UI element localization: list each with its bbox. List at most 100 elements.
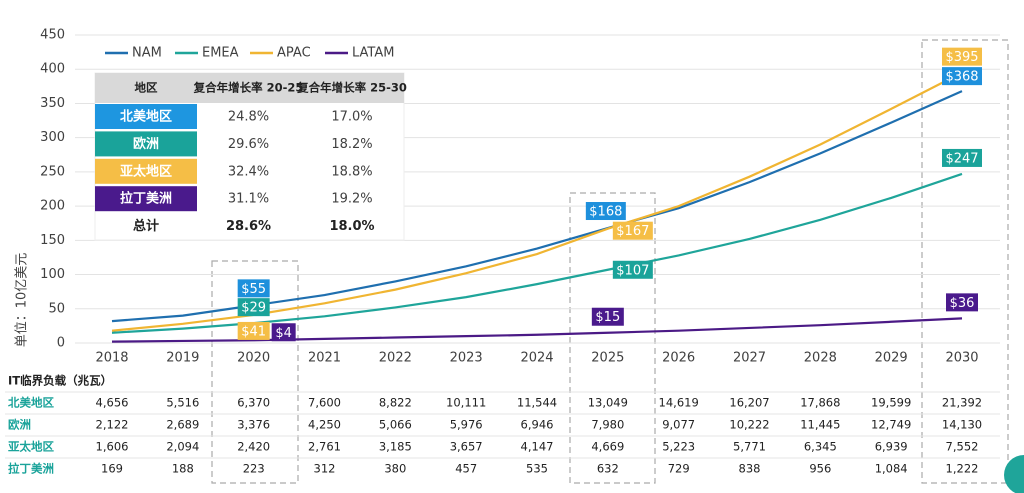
highlight-box [211, 260, 299, 484]
y-tick-label: 450 [40, 28, 65, 43]
load-cell: 9,077 [662, 418, 695, 432]
load-cell: 6,939 [875, 440, 908, 454]
load-cell: 6,946 [521, 418, 554, 432]
load-cell: 6,345 [804, 440, 837, 454]
data-label-box [946, 293, 978, 312]
load-cell: 6,370 [237, 396, 270, 410]
load-cell: 457 [455, 462, 477, 476]
load-cell: 14,130 [942, 418, 982, 432]
y-tick-label: 150 [40, 233, 65, 248]
load-table-title: IT临界负载（兆瓦） [8, 374, 112, 388]
load-row-name: 拉丁美洲 [8, 462, 54, 476]
load-cell: 12,749 [871, 418, 911, 432]
data-label-box [271, 323, 296, 342]
data-label-box [237, 279, 270, 298]
x-tick-label: 2025 [591, 351, 624, 366]
load-cell: 2,761 [308, 440, 341, 454]
load-cell: 1,606 [96, 440, 129, 454]
y-tick-label: 350 [40, 96, 65, 111]
load-cell: 3,376 [237, 418, 270, 432]
data-label-box [612, 260, 653, 279]
y-tick-label: 400 [40, 62, 65, 77]
region-cell [95, 104, 197, 129]
table-header: 地区 [135, 81, 158, 95]
table-cell: 18.8% [331, 164, 372, 179]
y-tick-label: 250 [40, 164, 65, 179]
y-tick-label: 200 [40, 199, 65, 214]
table-cell: 32.4% [228, 164, 269, 179]
load-cell: 3,185 [379, 440, 412, 454]
data-label-box [237, 298, 270, 317]
load-cell: 2,689 [166, 418, 199, 432]
load-cell: 5,223 [662, 440, 695, 454]
load-cell: 11,544 [517, 396, 557, 410]
y-tick-label: 0 [57, 336, 65, 351]
load-cell: 2,094 [166, 440, 199, 454]
data-label: $167 [616, 224, 649, 239]
load-cell: 13,049 [588, 396, 628, 410]
table-cell: 31.1% [228, 192, 269, 207]
highlight-box [569, 192, 656, 484]
load-cell: 3,657 [450, 440, 483, 454]
load-cell: 16,207 [729, 396, 769, 410]
legend-label: LATAM [352, 46, 394, 61]
load-cell: 7,600 [308, 396, 341, 410]
y-axis-label: 单位：10亿美元 [15, 253, 30, 348]
data-label: $36 [950, 296, 975, 311]
data-label: $4 [275, 326, 292, 341]
data-label: $55 [241, 282, 266, 297]
y-tick-label: 100 [40, 267, 65, 282]
load-cell: 11,445 [800, 418, 840, 432]
load-row-name: 亚太地区 [8, 440, 54, 454]
load-cell: 188 [172, 462, 194, 476]
y-tick-label: 50 [48, 301, 65, 316]
data-label: $41 [241, 324, 266, 339]
x-tick-label: 2023 [450, 351, 483, 366]
load-row-name: 北美地区 [8, 396, 54, 410]
table-cell: 总计 [133, 218, 159, 234]
load-cell: 4,250 [308, 418, 341, 432]
load-cell: 14,619 [659, 396, 699, 410]
load-cell: 729 [668, 462, 690, 476]
x-tick-label: 2029 [875, 351, 908, 366]
data-label-box [942, 47, 982, 66]
table-cell: 19.2% [331, 192, 372, 207]
load-cell: 632 [597, 462, 619, 476]
data-label: $395 [945, 50, 978, 65]
load-cell: 535 [526, 462, 548, 476]
legend-label: APAC [277, 46, 311, 61]
data-label-box [612, 221, 653, 240]
load-cell: 223 [243, 462, 265, 476]
data-label-box [591, 307, 624, 326]
data-label: $107 [616, 263, 649, 278]
load-cell: 10,222 [729, 418, 769, 432]
y-tick-label: 300 [40, 130, 65, 145]
load-row-name: 欧洲 [8, 418, 31, 432]
table-cell: 北美地区 [120, 109, 172, 125]
table-cell: 28.6% [226, 219, 271, 234]
x-tick-label: 2022 [379, 351, 412, 366]
x-tick-label: 2019 [166, 351, 199, 366]
table-cell: 24.8% [228, 110, 269, 125]
data-label-box [942, 67, 982, 86]
x-tick-label: 2021 [308, 351, 341, 366]
table-header: 复合年增长率 25-30 [296, 81, 407, 95]
load-cell: 10,111 [446, 396, 486, 410]
x-tick-label: 2027 [733, 351, 766, 366]
load-cell: 312 [314, 462, 336, 476]
data-label: $168 [589, 205, 622, 220]
load-cell: 1,084 [875, 462, 908, 476]
load-cell: 2,122 [96, 418, 129, 432]
load-cell: 1,222 [946, 462, 979, 476]
table-cell: 欧洲 [133, 136, 159, 152]
load-cell: 380 [384, 462, 406, 476]
region-cell [95, 186, 197, 212]
load-cell: 5,976 [450, 418, 483, 432]
data-label-box [237, 321, 270, 340]
series-line [111, 317, 963, 343]
data-label-box [585, 202, 626, 221]
decoration [1004, 455, 1024, 493]
highlight-boxes [211, 39, 1009, 484]
data-label: $247 [945, 151, 978, 166]
